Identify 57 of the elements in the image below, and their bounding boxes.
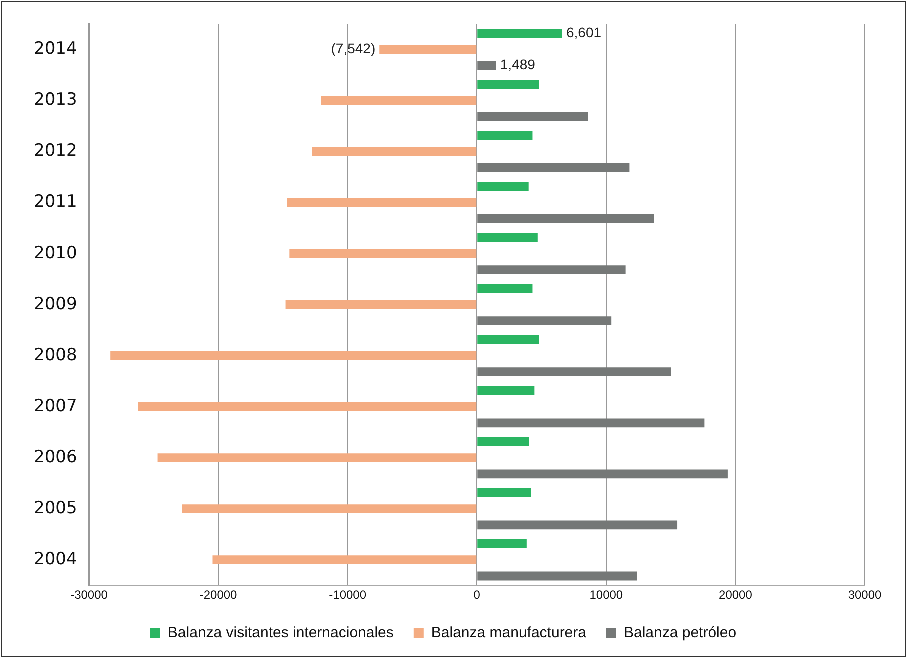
bar [158,454,477,462]
x-tick-label: -30000 [70,588,108,602]
bar [182,504,477,514]
bar [478,488,532,498]
bar [478,164,630,172]
bar [478,386,535,396]
y-tick-label: 2011 [34,192,78,212]
bar [380,45,477,54]
y-tick-label: 2009 [34,294,78,314]
x-tick-label: -20000 [200,588,238,602]
legend-label: Balanza petróleo [624,624,737,642]
bar [478,418,705,428]
bar [110,351,477,360]
bar [212,556,477,565]
bar [478,131,533,140]
bar [478,284,533,294]
bar [478,470,728,479]
bar [478,335,540,344]
bar [478,520,678,530]
y-tick-label: 2014 [34,39,78,60]
data-label: (7,542) [331,40,376,57]
y-tick-label: 2008 [34,345,78,366]
x-tick-label: -10000 [329,588,367,602]
x-tick-label: 30000 [848,588,882,602]
bar [478,233,538,242]
data-label: 6,601 [566,24,602,40]
y-tick-label: 2010 [34,243,78,264]
legend-label: Balanza manufacturera [431,624,588,642]
y-tick-label: 2004 [34,550,78,570]
bar [478,572,638,581]
y-tick-label: 2006 [34,447,78,468]
bar [478,214,654,224]
bar [138,402,477,412]
bar [478,182,529,192]
data-label: 1,489 [500,56,536,73]
bar [478,112,588,122]
bar [478,29,562,38]
bar [312,147,477,156]
bar [286,300,477,310]
bar [478,539,527,548]
x-tick-label: 20000 [719,588,753,602]
x-tick-label: 0 [474,588,481,602]
y-tick-label: 2005 [34,498,78,518]
bar [478,266,626,274]
y-tick-label: 2012 [34,141,78,162]
bar [478,437,530,446]
bar [290,249,477,258]
y-tick-label: 2007 [34,396,78,416]
bar [478,61,496,70]
x-tick-label: 10000 [590,588,624,602]
bar [321,96,477,106]
bar [478,368,672,377]
bar [478,316,612,326]
y-tick-label: 2013 [34,90,78,110]
legend-label: Balanza visitantes internacionales [168,624,394,642]
bar [287,198,477,208]
bar [478,80,540,90]
